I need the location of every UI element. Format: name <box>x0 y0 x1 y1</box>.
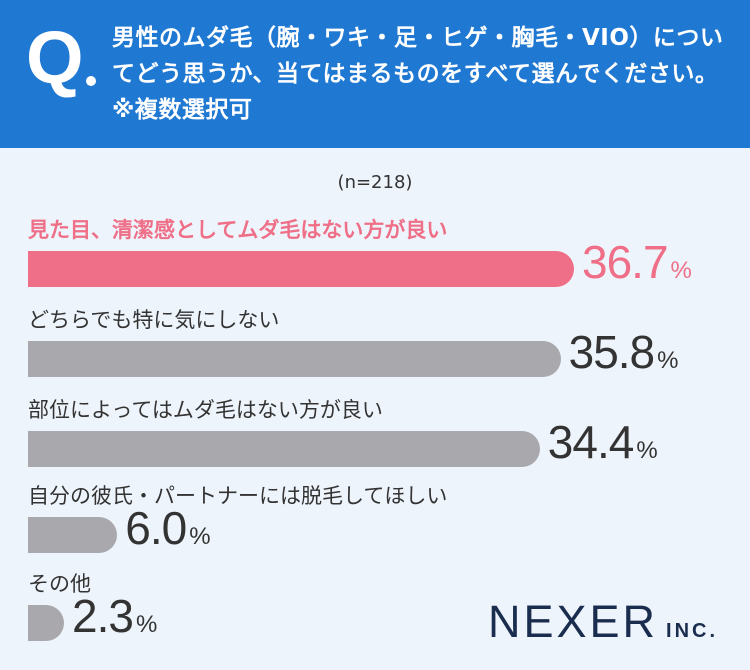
value-number: 6.0 <box>125 502 187 554</box>
value-number: 2.3 <box>72 590 134 642</box>
value-number: 34.4 <box>547 416 635 468</box>
logo-main: NEXER <box>488 596 659 647</box>
value-unit: % <box>189 523 211 550</box>
value-number: 36.7 <box>582 236 669 288</box>
bar <box>28 431 540 467</box>
bar-label: その他 <box>28 572 91 596</box>
bar <box>28 251 574 287</box>
bar-value-label: 36.7% <box>582 235 692 289</box>
value-unit: % <box>670 257 692 284</box>
value-unit: % <box>636 437 658 464</box>
bar-value-label: 34.4% <box>548 415 658 469</box>
bar-label: 自分の彼氏・パートナーには脱毛してほしい <box>28 484 448 508</box>
bar <box>28 517 118 553</box>
bar-value-label: 35.8% <box>569 325 679 379</box>
bar-value-label: 2.3% <box>72 589 157 643</box>
bar-label: 見た目、清潔感としてムダ毛はない方が良い <box>28 218 448 242</box>
bar-label: どちらでも特に気にしない <box>28 308 280 332</box>
question-header: Q 男性のムダ毛（腕・ワキ・足・ヒゲ・胸毛・VIO）についてどう思うか、当てはま… <box>0 0 750 148</box>
bar-label: 部位によってはムダ毛はない方が良い <box>28 398 383 422</box>
sample-size: (n=218) <box>337 172 413 193</box>
logo-sub: INC. <box>666 620 719 642</box>
value-number: 35.8 <box>568 326 656 378</box>
question-mark: Q <box>26 16 84 99</box>
bar <box>28 341 561 377</box>
nexer-logo: NEXER INC. <box>488 596 718 648</box>
question-mark-dot <box>86 76 96 86</box>
value-unit: % <box>135 611 158 638</box>
bar <box>28 605 64 641</box>
bar-value-label: 6.0% <box>125 501 210 555</box>
value-unit: % <box>657 347 679 374</box>
question-text: 男性のムダ毛（腕・ワキ・足・ヒゲ・胸毛・VIO）についてどう思うか、当てはまるも… <box>112 25 724 123</box>
